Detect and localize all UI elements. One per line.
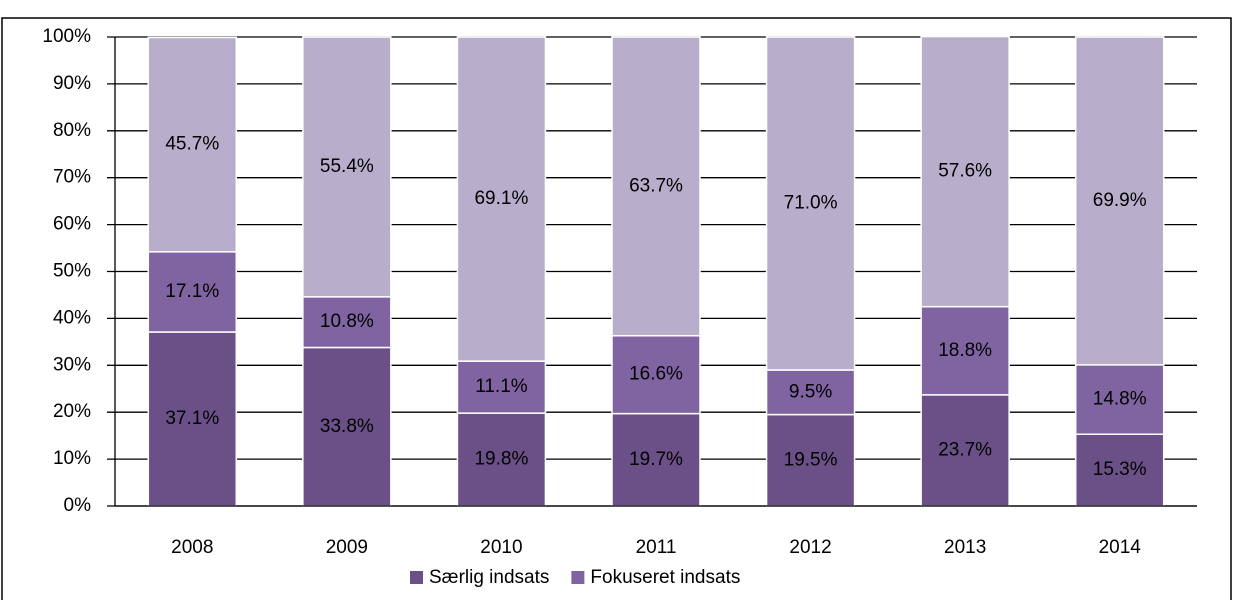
x-tick-label: 2009: [326, 537, 368, 558]
legend-label: Fokuseret indsats: [590, 567, 740, 588]
bar-segment: [920, 305, 1010, 396]
data-label: 18.8%: [938, 340, 992, 361]
x-tick-label: 2010: [480, 537, 522, 558]
legend-swatch: [410, 571, 423, 584]
data-label: 63.7%: [629, 175, 683, 196]
x-tick-label: 2011: [636, 537, 677, 558]
bar-segment: [1074, 433, 1165, 507]
bar-segment: [147, 251, 238, 333]
legend-label: Særlig indsats: [429, 567, 549, 588]
bar-segment: [456, 36, 547, 362]
y-tick-label: 70%: [53, 167, 91, 188]
bar-segment: [765, 369, 856, 416]
bar-segment: [302, 296, 392, 349]
data-label: 19.7%: [629, 449, 683, 470]
data-label: 14.8%: [1093, 389, 1147, 410]
data-label: 55.4%: [320, 156, 374, 177]
y-tick-label: 100%: [42, 26, 91, 47]
legend-swatch: [571, 571, 585, 584]
y-tick-label: 10%: [53, 448, 91, 469]
bar-segment: [920, 394, 1010, 507]
data-label: 23.7%: [938, 439, 992, 460]
data-label: 15.3%: [1093, 459, 1147, 480]
y-tick-label: 0%: [64, 495, 92, 516]
data-label: 45.7%: [165, 134, 219, 155]
bar-segment: [456, 360, 547, 414]
x-tick-label: 2013: [944, 537, 986, 558]
bar-segment: [765, 36, 856, 371]
bar-segment: [302, 36, 392, 298]
data-label: 10.8%: [320, 311, 374, 332]
bar-segment: [147, 36, 238, 253]
data-label: 19.5%: [784, 449, 838, 470]
data-label: 19.8%: [474, 449, 528, 470]
data-label: 33.8%: [320, 416, 374, 437]
data-label: 69.1%: [474, 188, 528, 209]
x-tick-label: 2014: [1099, 537, 1142, 558]
data-label: 16.6%: [629, 364, 683, 385]
x-tick-label: 2008: [171, 537, 213, 558]
data-label: 71.0%: [784, 193, 838, 214]
y-tick-label: 80%: [53, 120, 91, 141]
data-label: 17.1%: [165, 281, 219, 302]
data-label: 57.6%: [938, 161, 992, 182]
bar-segment: [302, 346, 392, 507]
data-label: 9.5%: [789, 381, 832, 402]
data-label: 37.1%: [165, 408, 219, 429]
y-tick-label: 50%: [53, 261, 91, 282]
data-label: 11.1%: [475, 376, 528, 397]
x-tick-label: 2012: [789, 537, 831, 558]
bar-segment: [765, 413, 856, 507]
y-tick-label: 60%: [53, 214, 91, 235]
bar-segment: [920, 35, 1010, 308]
y-tick-label: 30%: [53, 354, 91, 375]
y-tick-label: 40%: [53, 307, 91, 328]
bar-segment: [1074, 36, 1165, 366]
bar-segment: [611, 335, 701, 415]
y-tick-label: 20%: [53, 401, 91, 422]
bar-segment: [611, 36, 701, 337]
bar-segment: [611, 412, 701, 507]
y-tick-label: 90%: [53, 73, 91, 94]
data-label: 69.9%: [1093, 190, 1147, 211]
